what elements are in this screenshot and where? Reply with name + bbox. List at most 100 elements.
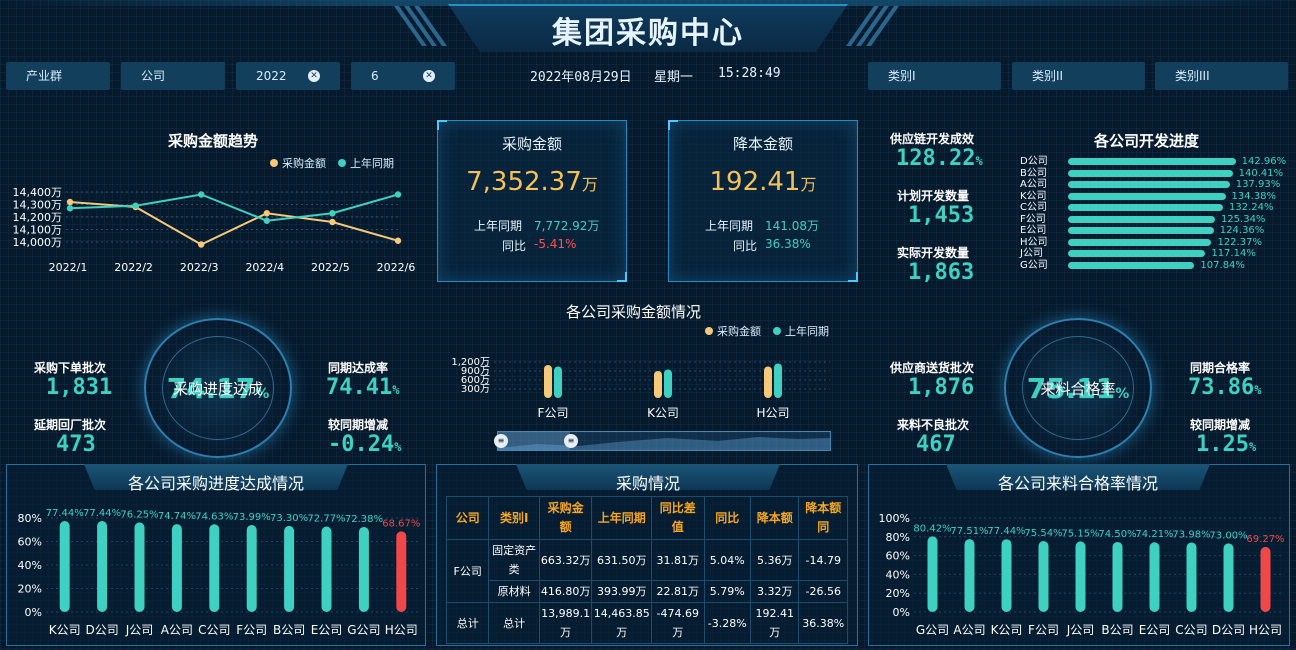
delay-batches-label: 延期回厂批次 (34, 418, 107, 432)
x-tick-label: K公司 (991, 623, 1023, 637)
slider-handle-right[interactable]: ≡ (564, 434, 578, 448)
saving-last-value: 141.08万 (765, 219, 819, 233)
weekday-text: 星期一 (654, 70, 694, 85)
x-tick-label: D公司 (85, 623, 118, 637)
x-tick-label: F公司 (538, 406, 569, 420)
x-tick-label: E公司 (311, 623, 343, 637)
y-tick-label: 600万 (461, 375, 490, 386)
x-tick-label: A公司 (161, 623, 193, 637)
month-filter[interactable]: 6 ✕ (351, 62, 455, 90)
cell-diff: 31.81万 (651, 539, 705, 581)
company-filter-label: 公司 (141, 69, 166, 83)
dev-progress-value: 122.37% (1217, 236, 1262, 248)
title-plate (448, 4, 848, 52)
header-diff: 同比差值 (651, 496, 705, 540)
bar (654, 371, 662, 398)
table-row[interactable]: F公司 固定资产类 663.32万 631.50万 31.81万 5.04% 5… (445, 539, 848, 603)
y-tick-label: 40% (886, 568, 910, 581)
bar (664, 369, 672, 398)
dev-progress-row: C公司 132.24% (1020, 202, 1292, 213)
dev-progress-row: A公司 137.93% (1020, 179, 1292, 190)
cell-saving-yoy: -14.79 (798, 539, 848, 581)
cell-saving: 192.41万 (749, 602, 800, 644)
y-tick-label: 14,400万 (13, 186, 63, 199)
header-band (0, 0, 1296, 6)
slider-handle-left[interactable]: ≡ (494, 434, 508, 448)
x-tick-label: H公司 (1249, 623, 1282, 637)
progress-change-unit: % (394, 440, 402, 454)
data-zoom-slider[interactable]: ≡ ≡ (494, 431, 831, 451)
dev-progress-company: D公司 (1020, 156, 1048, 167)
quality-ring-number: 75.11 (1026, 372, 1116, 405)
y-tick-label: 14,000万 (13, 236, 63, 249)
y-tick-label: 80% (18, 512, 42, 525)
x-tick-label: B公司 (1101, 623, 1133, 637)
bar-value-label: 76.25% (120, 509, 158, 520)
bar-value-label: 80.42% (913, 523, 951, 534)
dev-progress-bar (1068, 158, 1236, 165)
x-tick-label: J公司 (125, 623, 154, 637)
bar (321, 526, 332, 612)
bar (246, 525, 257, 612)
dev-progress-company: J公司 (1020, 248, 1043, 259)
dev-progress-company: A公司 (1020, 179, 1047, 190)
cell-saving: 5.36万 (749, 539, 800, 581)
company-purchase-legend[interactable]: 采购金额 上年同期 (705, 323, 829, 339)
dev-progress-row: H公司 122.37% (1020, 237, 1292, 248)
category3-filter[interactable]: 类别III (1155, 62, 1288, 90)
legend-current-label: 采购金额 (282, 157, 326, 170)
defect-batches-value: 467 (916, 432, 956, 457)
purchase-amount-card: 采购金额 7,352.37万 上年同期 7,772.92万 同比 -5.41% (437, 120, 627, 282)
cell-saving-yoy: 36.38% (798, 602, 848, 644)
table-row[interactable]: 总计 总计 13,989.1万 14,463.85万 -474.69万 -3.2… (445, 602, 848, 644)
purchase-amount-value: 7,352.37万 (438, 167, 626, 197)
header-company: 公司 (445, 496, 490, 540)
year-filter[interactable]: 2022 ✕ (236, 62, 340, 90)
dev-progress-row: E公司 124.36% (1020, 225, 1292, 236)
dev-progress-bar (1068, 192, 1226, 200)
x-tick-label: E公司 (1139, 623, 1171, 637)
bar (544, 365, 552, 398)
dev-progress-value: 140.41% (1238, 167, 1284, 179)
dev-progress-bar (1068, 181, 1230, 188)
slider-window[interactable] (498, 432, 570, 450)
bar (1149, 542, 1160, 612)
bar (774, 363, 782, 398)
cell-yoy: 5.04% (703, 539, 751, 581)
y-tick-label: 300万 (461, 384, 490, 395)
bar (1186, 542, 1197, 612)
clear-month-icon[interactable]: ✕ (423, 70, 435, 82)
category1-filter[interactable]: 类别I (868, 62, 1001, 90)
clear-year-icon[interactable]: ✕ (308, 70, 320, 82)
company-filter[interactable]: 公司 (121, 62, 225, 90)
x-tick-label: D公司 (1212, 623, 1245, 637)
dev-progress-company: E公司 (1020, 225, 1047, 236)
cost-saving-value: 192.41万 (669, 167, 857, 197)
dev-progress-row: F公司 125.34% (1020, 214, 1292, 225)
table-row[interactable]: 原材料 416.80万 393.99万 22.81万 5.79% 3.32万 -… (447, 580, 848, 603)
y-tick-label: 900万 (461, 366, 490, 377)
dev-progress-row: J公司 117.14% (1020, 248, 1292, 259)
bar (358, 526, 369, 612)
cell-last: 393.99万 (591, 580, 652, 603)
bar (764, 366, 772, 398)
dev-progress-company: F公司 (1020, 213, 1046, 225)
purchase-last-label: 上年同期 (474, 219, 523, 233)
bar-value-label: 73.00% (1209, 530, 1247, 541)
data-point (66, 198, 74, 206)
y-tick-label: 14,300万 (13, 199, 63, 212)
cell-amount: 13,989.1万 (538, 602, 593, 644)
dev-progress-bar (1068, 169, 1233, 177)
dev-progress-row: G公司 107.84% (1020, 260, 1292, 271)
bar (209, 524, 220, 612)
legend-current-label: 采购金额 (717, 325, 761, 338)
dev-progress-value: 142.96% (1241, 156, 1287, 167)
category2-filter[interactable]: 类别II (1012, 62, 1145, 90)
industry-filter[interactable]: 产业群 (6, 62, 110, 90)
dev-progress-row: D公司 142.96% (1020, 156, 1292, 167)
trend-legend[interactable]: 采购金额 上年同期 (270, 155, 394, 171)
dev-progress-company: B公司 (1020, 167, 1047, 179)
bar (1260, 546, 1271, 612)
x-tick-label: G公司 (916, 623, 949, 637)
